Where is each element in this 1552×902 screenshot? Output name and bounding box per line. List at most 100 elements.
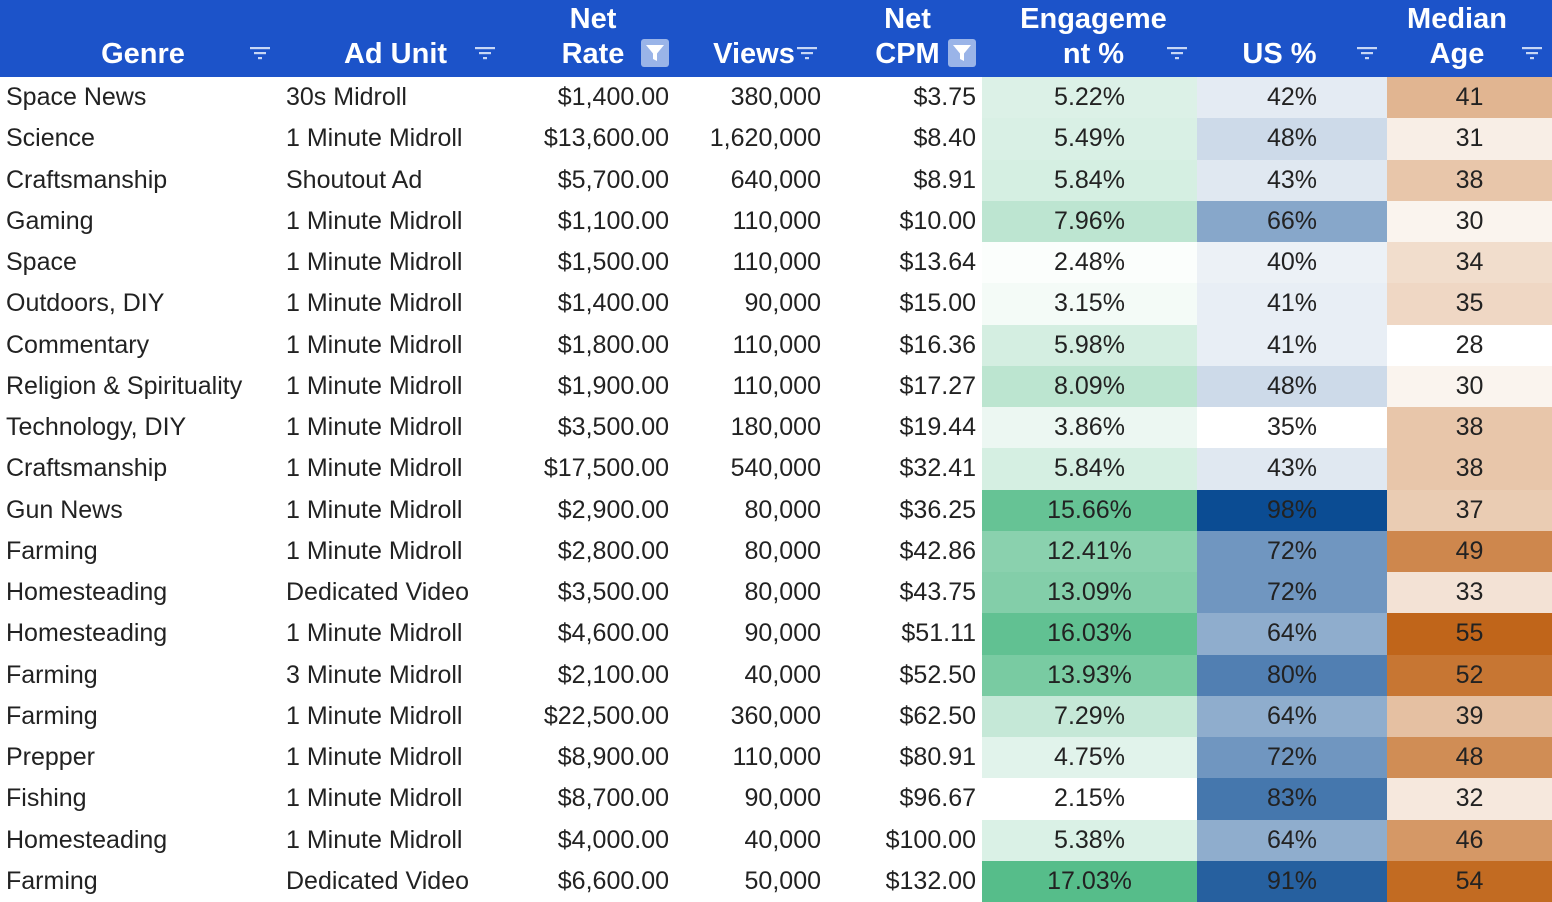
views-cell[interactable]: 110,000 — [732, 206, 821, 235]
genre-cell[interactable]: Commentary — [6, 330, 150, 359]
engagement-cell[interactable]: 16.03% — [982, 613, 1197, 655]
net-rate-cell[interactable]: $1,900.00 — [557, 371, 669, 400]
engagement-cell[interactable]: 5.98% — [982, 324, 1197, 366]
genre-cell[interactable]: Space — [6, 248, 77, 277]
filter-icon[interactable] — [1353, 39, 1381, 67]
header-genre[interactable]: Genre — [0, 0, 280, 77]
views-cell[interactable]: 50,000 — [744, 866, 821, 895]
genre-cell[interactable]: Farming — [6, 866, 98, 895]
genre-cell[interactable]: Farming — [6, 660, 98, 689]
net-cpm-cell[interactable]: $100.00 — [885, 825, 976, 854]
median-age-cell[interactable]: 38 — [1387, 448, 1552, 490]
us-percent-cell[interactable]: 83% — [1197, 778, 1387, 820]
us-percent-cell[interactable]: 64% — [1197, 613, 1387, 655]
engagement-cell[interactable]: 4.75% — [982, 737, 1197, 779]
ad-unit-cell[interactable]: 1 Minute Midroll — [286, 289, 463, 318]
net-rate-cell[interactable]: $2,800.00 — [557, 536, 669, 565]
median-age-cell[interactable]: 52 — [1387, 654, 1552, 696]
ad-unit-cell[interactable]: 1 Minute Midroll — [286, 495, 463, 524]
views-cell[interactable]: 90,000 — [744, 784, 821, 813]
ad-unit-cell[interactable]: 1 Minute Midroll — [286, 784, 463, 813]
median-age-cell[interactable]: 30 — [1387, 200, 1552, 242]
header-net-cpm[interactable]: Net CPM — [827, 0, 982, 77]
us-percent-cell[interactable]: 64% — [1197, 695, 1387, 737]
us-percent-cell[interactable]: 41% — [1197, 324, 1387, 366]
engagement-cell[interactable]: 2.48% — [982, 242, 1197, 284]
median-age-cell[interactable]: 33 — [1387, 572, 1552, 614]
net-rate-cell[interactable]: $2,100.00 — [557, 660, 669, 689]
net-rate-cell[interactable]: $4,600.00 — [557, 619, 669, 648]
us-percent-cell[interactable]: 40% — [1197, 242, 1387, 284]
us-percent-cell[interactable]: 64% — [1197, 819, 1387, 861]
net-rate-cell[interactable]: $1,100.00 — [557, 206, 669, 235]
us-percent-cell[interactable]: 72% — [1197, 572, 1387, 614]
engagement-cell[interactable]: 13.09% — [982, 572, 1197, 614]
header-us-percent[interactable]: US % — [1197, 0, 1387, 77]
net-rate-cell[interactable]: $6,600.00 — [557, 866, 669, 895]
filter-icon[interactable] — [1163, 39, 1191, 67]
net-rate-cell[interactable]: $22,500.00 — [543, 701, 669, 730]
net-cpm-cell[interactable]: $62.50 — [899, 701, 976, 730]
net-cpm-cell[interactable]: $80.91 — [899, 743, 976, 772]
net-cpm-cell[interactable]: $16.36 — [899, 330, 976, 359]
ad-unit-cell[interactable]: 1 Minute Midroll — [286, 536, 463, 565]
filter-icon[interactable] — [793, 39, 821, 67]
median-age-cell[interactable]: 38 — [1387, 407, 1552, 449]
views-cell[interactable]: 110,000 — [732, 371, 821, 400]
us-percent-cell[interactable]: 48% — [1197, 365, 1387, 407]
engagement-cell[interactable]: 7.96% — [982, 200, 1197, 242]
filter-icon[interactable] — [246, 39, 274, 67]
us-percent-cell[interactable]: 41% — [1197, 283, 1387, 325]
genre-cell[interactable]: Homesteading — [6, 578, 168, 607]
net-rate-cell[interactable]: $5,700.00 — [557, 165, 669, 194]
genre-cell[interactable]: Fishing — [6, 784, 87, 813]
engagement-cell[interactable]: 15.66% — [982, 489, 1197, 531]
views-cell[interactable]: 110,000 — [732, 743, 821, 772]
active-filter-icon[interactable] — [641, 39, 669, 67]
us-percent-cell[interactable]: 80% — [1197, 654, 1387, 696]
ad-unit-cell[interactable]: 1 Minute Midroll — [286, 825, 463, 854]
genre-cell[interactable]: Craftsmanship — [6, 454, 168, 483]
ad-unit-cell[interactable]: Dedicated Video — [286, 866, 470, 895]
median-age-cell[interactable]: 46 — [1387, 819, 1552, 861]
engagement-cell[interactable]: 2.15% — [982, 778, 1197, 820]
genre-cell[interactable]: Farming — [6, 536, 98, 565]
views-cell[interactable]: 180,000 — [730, 413, 821, 442]
engagement-cell[interactable]: 7.29% — [982, 695, 1197, 737]
net-rate-cell[interactable]: $4,000.00 — [557, 825, 669, 854]
net-rate-cell[interactable]: $2,900.00 — [557, 495, 669, 524]
genre-cell[interactable]: Religion & Spirituality — [6, 371, 243, 400]
engagement-cell[interactable]: 5.84% — [982, 448, 1197, 490]
ad-unit-cell[interactable]: 1 Minute Midroll — [286, 371, 463, 400]
net-rate-cell[interactable]: $3,500.00 — [557, 413, 669, 442]
net-cpm-cell[interactable]: $43.75 — [899, 578, 976, 607]
views-cell[interactable]: 80,000 — [744, 536, 821, 565]
views-cell[interactable]: 40,000 — [744, 660, 821, 689]
genre-cell[interactable]: Farming — [6, 701, 98, 730]
us-percent-cell[interactable]: 43% — [1197, 159, 1387, 201]
median-age-cell[interactable]: 54 — [1387, 860, 1552, 902]
views-cell[interactable]: 80,000 — [744, 495, 821, 524]
engagement-cell[interactable]: 8.09% — [982, 365, 1197, 407]
ad-unit-cell[interactable]: 1 Minute Midroll — [286, 413, 463, 442]
header-views[interactable]: Views — [675, 0, 827, 77]
net-cpm-cell[interactable]: $96.67 — [899, 784, 976, 813]
ad-unit-cell[interactable]: 1 Minute Midroll — [286, 701, 463, 730]
net-cpm-cell[interactable]: $15.00 — [899, 289, 976, 318]
net-cpm-cell[interactable]: $42.86 — [899, 536, 976, 565]
median-age-cell[interactable]: 48 — [1387, 737, 1552, 779]
median-age-cell[interactable]: 55 — [1387, 613, 1552, 655]
ad-unit-cell[interactable]: 1 Minute Midroll — [286, 330, 463, 359]
genre-cell[interactable]: Technology, DIY — [6, 413, 187, 442]
median-age-cell[interactable]: 34 — [1387, 242, 1552, 284]
engagement-cell[interactable]: 3.86% — [982, 407, 1197, 449]
genre-cell[interactable]: Outdoors, DIY — [6, 289, 165, 318]
us-percent-cell[interactable]: 35% — [1197, 407, 1387, 449]
header-median-age[interactable]: Median Age — [1387, 0, 1552, 77]
net-cpm-cell[interactable]: $3.75 — [913, 83, 976, 112]
views-cell[interactable]: 640,000 — [730, 165, 821, 194]
engagement-cell[interactable]: 5.22% — [982, 77, 1197, 119]
genre-cell[interactable]: Prepper — [6, 743, 95, 772]
engagement-cell[interactable]: 3.15% — [982, 283, 1197, 325]
net-cpm-cell[interactable]: $52.50 — [899, 660, 976, 689]
